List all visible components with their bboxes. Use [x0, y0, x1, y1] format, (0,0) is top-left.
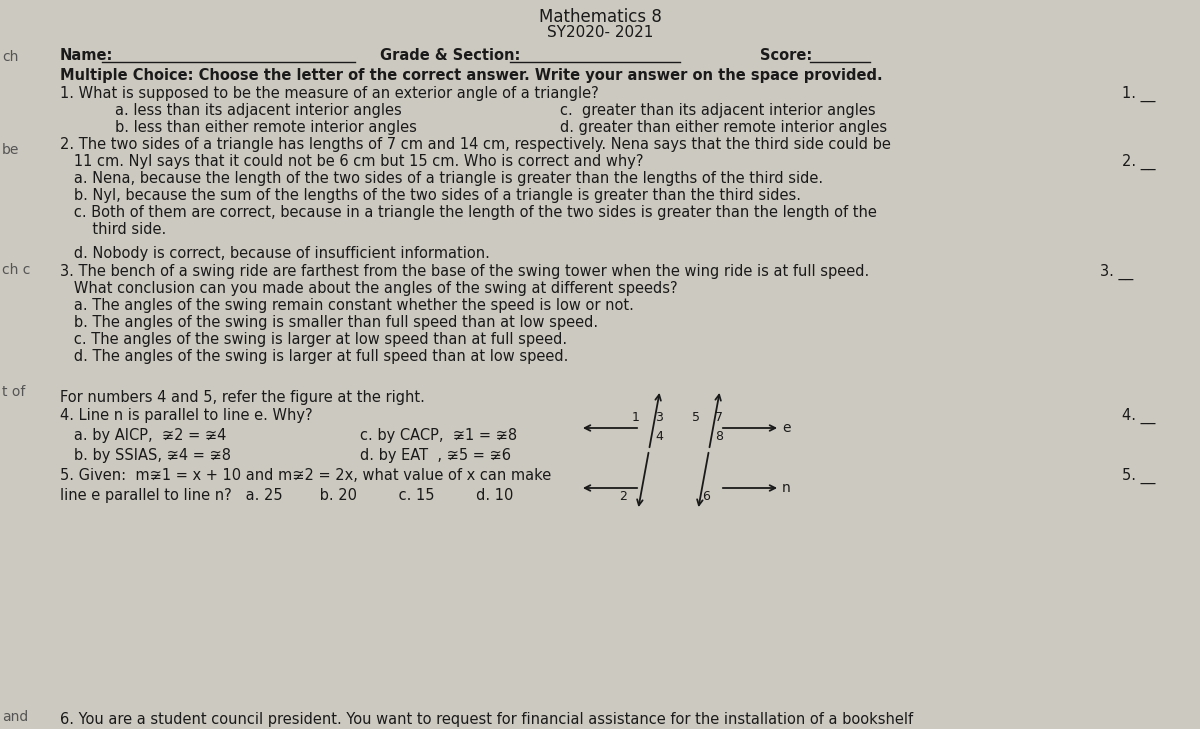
Text: Grade & Section:: Grade & Section:: [380, 48, 521, 63]
Text: 1. __: 1. __: [1122, 86, 1154, 102]
Text: 11 cm. Nyl says that it could not be 6 cm but 15 cm. Who is correct and why?: 11 cm. Nyl says that it could not be 6 c…: [60, 154, 643, 169]
Text: a. Nena, because the length of the two sides of a triangle is greater than the l: a. Nena, because the length of the two s…: [60, 171, 823, 186]
Text: c. Both of them are correct, because in a triangle the length of the two sides i: c. Both of them are correct, because in …: [60, 205, 877, 220]
Text: ch c: ch c: [2, 263, 30, 277]
Text: Mathematics 8: Mathematics 8: [539, 8, 661, 26]
Text: Score:: Score:: [760, 48, 812, 63]
Text: b. less than either remote interior angles: b. less than either remote interior angl…: [115, 120, 416, 135]
Text: d. by EAT  , ≆5 = ≆6: d. by EAT , ≆5 = ≆6: [360, 448, 511, 463]
Text: 7: 7: [715, 411, 722, 424]
Text: 4: 4: [655, 430, 662, 443]
Text: d. Nobody is correct, because of insufficient information.: d. Nobody is correct, because of insuffi…: [60, 246, 490, 261]
Text: Name:: Name:: [60, 48, 113, 63]
Text: 2: 2: [619, 490, 626, 503]
Text: Multiple Choice: Choose the letter of the correct answer. Write your answer on t: Multiple Choice: Choose the letter of th…: [60, 68, 883, 83]
Text: 2. __: 2. __: [1122, 154, 1154, 170]
Text: 6: 6: [702, 490, 710, 503]
Text: 3. The bench of a swing ride are farthest from the base of the swing tower when : 3. The bench of a swing ride are farthes…: [60, 264, 869, 279]
Text: t of: t of: [2, 385, 25, 399]
Text: 4. Line n is parallel to line e. Why?: 4. Line n is parallel to line e. Why?: [60, 408, 313, 423]
Text: What conclusion can you made about the angles of the swing at different speeds?: What conclusion can you made about the a…: [60, 281, 678, 296]
Text: a. by AICP,  ≆2 = ≆4: a. by AICP, ≆2 = ≆4: [60, 428, 227, 443]
Text: 3. __: 3. __: [1100, 264, 1133, 280]
Text: line e parallel to line n?   a. 25        b. 20         c. 15         d. 10: line e parallel to line n? a. 25 b. 20 c…: [60, 488, 514, 503]
Text: b. by SSIAS, ≆4 = ≆8: b. by SSIAS, ≆4 = ≆8: [60, 448, 230, 463]
Text: 5: 5: [692, 411, 700, 424]
Text: d. The angles of the swing is larger at full speed than at low speed.: d. The angles of the swing is larger at …: [60, 349, 569, 364]
Text: a. The angles of the swing remain constant whether the speed is low or not.: a. The angles of the swing remain consta…: [60, 298, 634, 313]
Text: ch: ch: [2, 50, 18, 64]
Text: 6. You are a student council president. You want to request for financial assist: 6. You are a student council president. …: [60, 712, 913, 727]
Text: 3: 3: [655, 411, 662, 424]
Text: n: n: [782, 481, 791, 495]
Text: 1: 1: [632, 411, 640, 424]
Text: c.  greater than its adjacent interior angles: c. greater than its adjacent interior an…: [560, 103, 876, 118]
Text: 5. __: 5. __: [1122, 468, 1154, 484]
Text: For numbers 4 and 5, refer the figure at the right.: For numbers 4 and 5, refer the figure at…: [60, 390, 425, 405]
Text: be: be: [2, 143, 19, 157]
Text: third side.: third side.: [60, 222, 167, 237]
Text: c. The angles of the swing is larger at low speed than at full speed.: c. The angles of the swing is larger at …: [60, 332, 568, 347]
Text: 5. Given:  m≆1 = x + 10 and m≆2 = 2x, what value of x can make: 5. Given: m≆1 = x + 10 and m≆2 = 2x, wha…: [60, 468, 551, 483]
Text: 1. What is supposed to be the measure of an exterior angle of a triangle?: 1. What is supposed to be the measure of…: [60, 86, 599, 101]
Text: c. by CACP,  ≆1 = ≆8: c. by CACP, ≆1 = ≆8: [360, 428, 517, 443]
Text: b. The angles of the swing is smaller than full speed than at low speed.: b. The angles of the swing is smaller th…: [60, 315, 598, 330]
Text: 4. __: 4. __: [1122, 408, 1154, 424]
Text: b. Nyl, because the sum of the lengths of the two sides of a triangle is greater: b. Nyl, because the sum of the lengths o…: [60, 188, 802, 203]
Text: SY2020- 2021: SY2020- 2021: [547, 25, 653, 40]
Text: d. greater than either remote interior angles: d. greater than either remote interior a…: [560, 120, 887, 135]
Text: and: and: [2, 710, 29, 724]
Text: 2. The two sides of a triangle has lengths of 7 cm and 14 cm, respectively. Nena: 2. The two sides of a triangle has lengt…: [60, 137, 890, 152]
Text: a. less than its adjacent interior angles: a. less than its adjacent interior angle…: [115, 103, 402, 118]
Text: e: e: [782, 421, 791, 435]
Text: 8: 8: [715, 430, 722, 443]
